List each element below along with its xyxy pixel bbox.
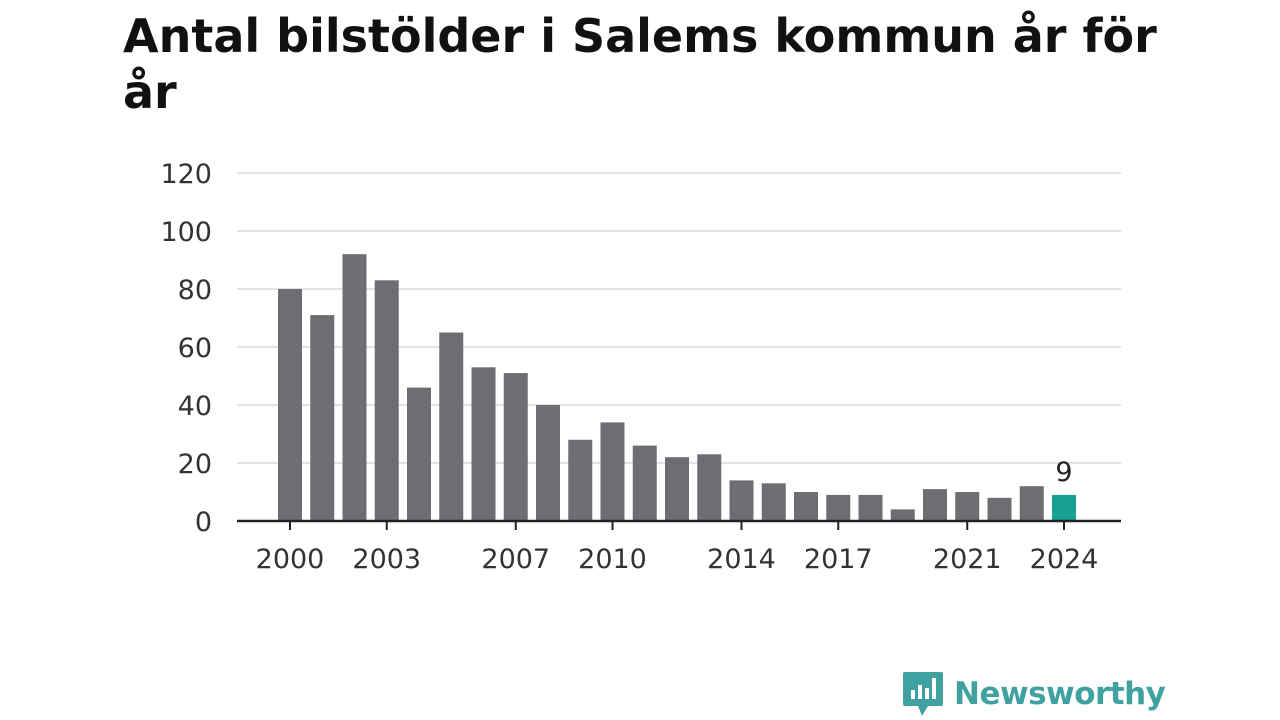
bar-2011: [632, 445, 657, 521]
bar-2008: [536, 405, 560, 521]
data-labels: 9: [1055, 457, 1072, 488]
bar-2015: [761, 483, 786, 521]
bar-2002: [342, 254, 367, 521]
data-label-2024: 9: [1055, 457, 1072, 488]
bar-2024: [1052, 494, 1076, 521]
bar-2017: [826, 494, 851, 521]
bar-2010: [600, 422, 625, 521]
y-tick-label: 80: [178, 275, 212, 306]
x-tick-label: 2021: [933, 544, 1002, 575]
x-axis: 2000 2003 2007 2010 2014 2017 2021 2024: [237, 519, 1121, 575]
y-tick-label: 20: [178, 449, 212, 480]
x-tick-label: 2010: [578, 544, 647, 575]
x-tick-label: 2017: [804, 544, 873, 575]
bar-2023: [1019, 486, 1044, 521]
bar-2021: [955, 492, 980, 521]
bar-2016: [794, 492, 818, 521]
newsworthy-brand: Newsworthy: [902, 670, 1166, 718]
bar-2018: [858, 494, 883, 521]
bar-2012: [665, 457, 689, 521]
x-tick-label: 2007: [481, 544, 550, 575]
bars: [278, 254, 1076, 521]
bar-2014: [729, 480, 754, 521]
x-tick-label: 2024: [1030, 544, 1099, 575]
bar-2019: [890, 509, 915, 521]
y-tick-label: 100: [160, 217, 212, 248]
chart-title: Antal bilstölder i Salems kommun år för …: [123, 9, 1157, 119]
bar-2000: [278, 289, 302, 521]
bar-2009: [568, 439, 593, 521]
bar-2005: [439, 332, 464, 521]
newsworthy-logo-icon: [903, 672, 943, 716]
bar-2003: [374, 280, 399, 521]
y-tick-label: 0: [195, 507, 212, 538]
bar-2013: [697, 454, 722, 521]
brand-name: Newsworthy: [954, 676, 1166, 712]
y-axis-tick-labels: 0 20 40 60 80 100 120: [160, 159, 212, 538]
x-tick-label: 2003: [352, 544, 421, 575]
gridlines: [237, 172, 1121, 464]
x-tick-label: 2000: [256, 544, 325, 575]
bar-2007: [503, 373, 528, 521]
y-tick-label: 120: [160, 159, 212, 190]
bar-2022: [987, 497, 1012, 521]
bar-2020: [923, 489, 947, 521]
y-tick-label: 60: [178, 333, 212, 364]
bar-2006: [471, 367, 496, 521]
x-tick-label: 2014: [707, 544, 776, 575]
bar-2004: [407, 387, 431, 521]
y-tick-label: 40: [178, 391, 212, 422]
bar-2001: [310, 315, 335, 521]
